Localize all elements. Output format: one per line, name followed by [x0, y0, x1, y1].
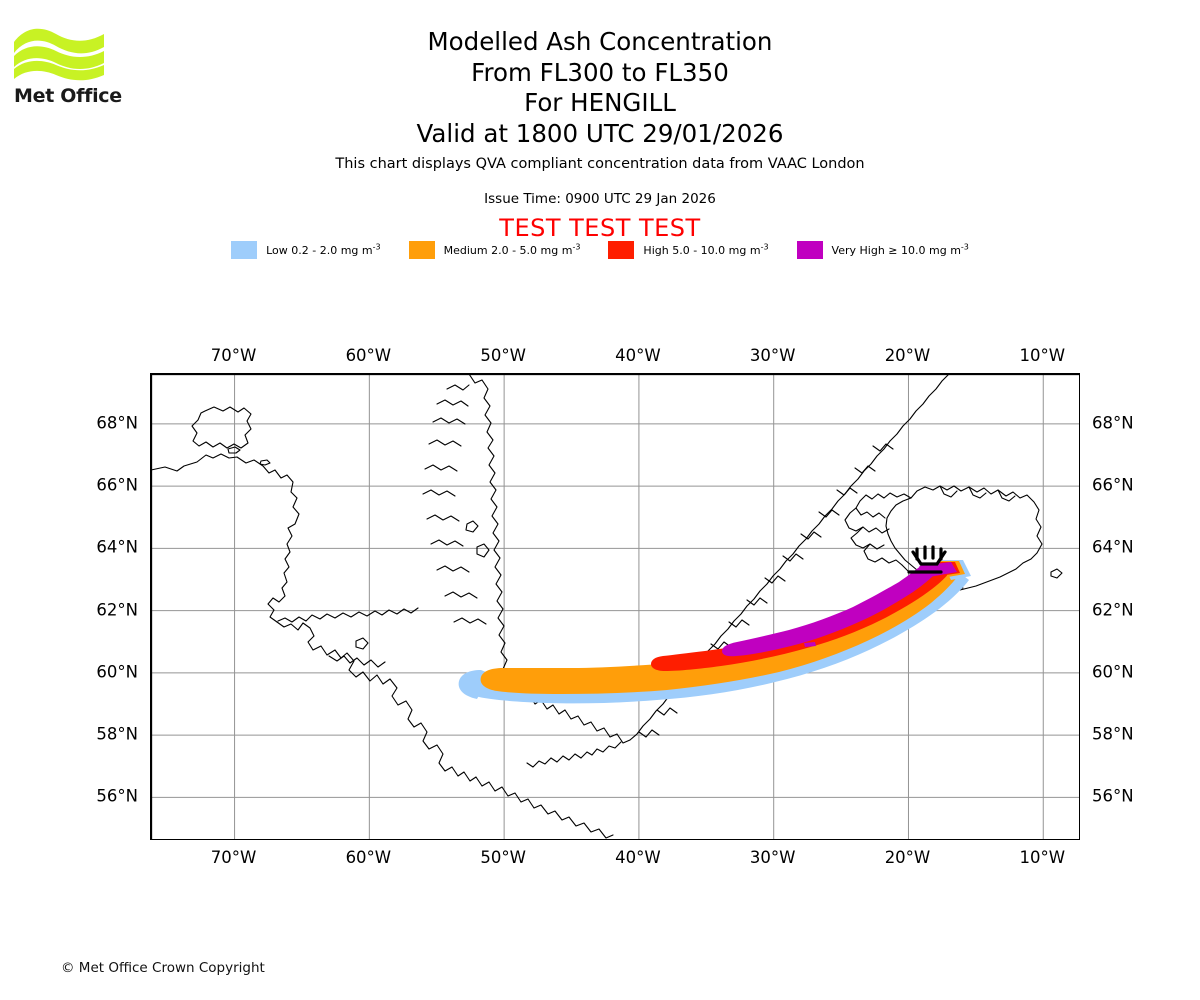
map-border: [151, 374, 1079, 839]
lat-label-left-5: 66°N: [96, 475, 138, 495]
legend-swatch-medium: [408, 241, 435, 259]
lon-label-top-1: 60°W: [345, 346, 392, 365]
lat-label-right-4: 64°N: [1092, 537, 1134, 557]
lat-label-right-2: 60°N: [1092, 662, 1134, 682]
lat-label-right-5: 66°N: [1092, 475, 1134, 495]
lat-label-left-6: 68°N: [96, 413, 138, 433]
lat-label-right-6: 68°N: [1092, 413, 1134, 433]
legend-item-very-high: Very High ≥ 10.0 mg m-3: [796, 241, 969, 259]
legend-item-low: Low 0.2 - 2.0 mg m-3: [231, 241, 381, 259]
met-office-logo-text: Met Office: [14, 85, 122, 107]
lat-label-left-3: 62°N: [96, 600, 138, 620]
lon-label-bottom-1: 60°W: [345, 848, 392, 867]
lon-label-bottom-2: 50°W: [480, 848, 526, 867]
legend-label-medium: Medium 2.0 - 5.0 mg m-3: [443, 241, 581, 257]
title-line-4: Valid at 1800 UTC 29/01/2026: [416, 118, 784, 148]
lat-label-right-3: 62°N: [1092, 600, 1134, 620]
lon-label-bottom-6: 10°W: [1019, 848, 1066, 867]
lat-label-right-1: 58°N: [1092, 724, 1134, 744]
lat-label-left-0: 56°N: [96, 786, 138, 806]
lon-label-top-4: 30°W: [749, 346, 796, 365]
copyright-notice: © Met Office Crown Copyright: [61, 960, 265, 976]
met-office-wave-icon: [14, 28, 104, 81]
plume-band-high: [651, 563, 949, 671]
title-line-2: From FL300 to FL350: [471, 57, 729, 87]
lat-label-left-4: 64°N: [96, 537, 138, 557]
legend-label-high: High 5.0 - 10.0 mg m-3: [643, 241, 769, 257]
ash-plume: [458, 560, 971, 704]
lon-label-top-5: 20°W: [884, 346, 931, 365]
title-line-3: For HENGILL: [524, 88, 676, 117]
title-line-1: Modelled Ash Concentration: [427, 27, 773, 56]
chart-subtitle: This chart displays QVA compliant concen…: [335, 156, 865, 172]
plume-band-medium: [480, 566, 957, 694]
volcano-source-marker: [907, 545, 947, 574]
lon-label-top-3: 40°W: [615, 346, 661, 365]
lon-label-top-0: 70°W: [210, 346, 257, 365]
met-office-logo: Met Office: [12, 22, 132, 107]
legend-swatch-low: [231, 241, 258, 259]
lon-label-bottom-3: 40°W: [615, 848, 661, 867]
map-frame: [150, 373, 1080, 840]
lon-label-bottom-0: 70°W: [210, 848, 257, 867]
concentration-legend: Low 0.2 - 2.0 mg m-3 Medium 2.0 - 5.0 mg…: [0, 241, 1200, 259]
lon-label-top-6: 10°W: [1019, 346, 1066, 365]
test-banner: TEST TEST TEST: [499, 214, 701, 242]
legend-item-medium: Medium 2.0 - 5.0 mg m-3: [408, 241, 581, 259]
issue-time-label: Issue Time: 0900 UTC 29 Jan 2026: [484, 191, 716, 207]
lon-label-bottom-4: 30°W: [749, 848, 796, 867]
page-title: Modelled Ash Concentration From FL300 to…: [0, 27, 1200, 149]
legend-item-high: High 5.0 - 10.0 mg m-3: [608, 241, 769, 259]
legend-swatch-very-high: [796, 241, 823, 259]
legend-label-low: Low 0.2 - 2.0 mg m-3: [266, 241, 381, 257]
ash-concentration-map: 70°W 60°W 50°W 40°W 30°W 20°W 10°W 70°W 60°W 50°…: [96, 346, 1133, 867]
plume-speck-very-high: [804, 642, 816, 647]
lat-label-left-2: 60°N: [96, 662, 138, 682]
legend-swatch-high: [608, 241, 635, 259]
legend-label-very-high: Very High ≥ 10.0 mg m-3: [831, 241, 969, 257]
lat-label-right-0: 56°N: [1092, 786, 1134, 806]
lat-label-left-1: 58°N: [96, 724, 138, 744]
lon-label-bottom-5: 20°W: [884, 848, 931, 867]
lon-label-top-2: 50°W: [480, 346, 526, 365]
map-canvas: [151, 374, 1079, 839]
